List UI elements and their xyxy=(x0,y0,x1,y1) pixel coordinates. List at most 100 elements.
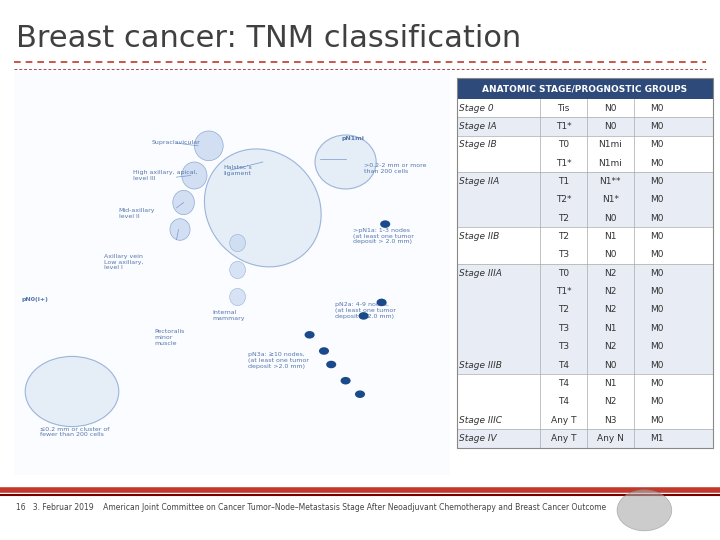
Circle shape xyxy=(319,347,329,355)
Text: M0: M0 xyxy=(650,397,664,406)
Bar xyxy=(457,374,713,393)
Text: Stage IIB: Stage IIB xyxy=(459,232,500,241)
Bar xyxy=(457,338,713,356)
Text: M0: M0 xyxy=(650,342,664,351)
Circle shape xyxy=(355,390,365,398)
Text: N0: N0 xyxy=(604,104,616,112)
Bar xyxy=(457,301,713,319)
Text: T2: T2 xyxy=(558,232,569,241)
Text: N0: N0 xyxy=(604,251,616,259)
Text: M0: M0 xyxy=(650,287,664,296)
Circle shape xyxy=(359,312,369,320)
Text: >0.2-2 mm or more
than 200 cells: >0.2-2 mm or more than 200 cells xyxy=(364,163,426,174)
Text: T2: T2 xyxy=(558,214,569,222)
Text: M0: M0 xyxy=(650,140,664,149)
Bar xyxy=(457,356,713,374)
Text: Stage IV: Stage IV xyxy=(459,434,497,443)
Ellipse shape xyxy=(230,261,246,279)
Text: Pectoralis
minor
muscle: Pectoralis minor muscle xyxy=(155,329,185,346)
Text: M0: M0 xyxy=(650,269,664,278)
Text: >pN1a: 1-3 nodes
(at least one tumor
deposit > 2.0 mm): >pN1a: 1-3 nodes (at least one tumor dep… xyxy=(353,228,414,245)
Text: Internal
mammary: Internal mammary xyxy=(212,310,245,321)
Ellipse shape xyxy=(315,135,377,189)
Text: N3: N3 xyxy=(604,416,616,424)
Circle shape xyxy=(341,377,351,384)
Bar xyxy=(457,172,713,191)
Text: T1*: T1* xyxy=(556,159,571,167)
Text: Stage IIIB: Stage IIIB xyxy=(459,361,503,369)
Text: N0: N0 xyxy=(604,361,616,369)
Text: T2: T2 xyxy=(558,306,569,314)
Text: N0: N0 xyxy=(604,122,616,131)
Bar xyxy=(14,68,450,475)
Bar xyxy=(457,282,713,301)
Text: T3: T3 xyxy=(558,251,569,259)
Text: M0: M0 xyxy=(650,416,664,424)
Bar xyxy=(457,393,713,411)
Circle shape xyxy=(377,299,387,306)
Text: M0: M0 xyxy=(650,214,664,222)
Text: Any N: Any N xyxy=(597,434,624,443)
Text: N2: N2 xyxy=(604,269,616,278)
Text: N2: N2 xyxy=(604,342,616,351)
Bar xyxy=(457,209,713,227)
Text: N0: N0 xyxy=(604,214,616,222)
Text: M0: M0 xyxy=(650,306,664,314)
Text: Any T: Any T xyxy=(551,416,576,424)
Text: M0: M0 xyxy=(650,251,664,259)
Text: N1**: N1** xyxy=(600,177,621,186)
Text: Mid-axillary
level II: Mid-axillary level II xyxy=(119,208,156,219)
Text: N2: N2 xyxy=(604,287,616,296)
Circle shape xyxy=(25,356,119,427)
Text: N1mi: N1mi xyxy=(598,140,622,149)
Text: T0: T0 xyxy=(558,269,569,278)
Text: Breast cancer: TNM classification: Breast cancer: TNM classification xyxy=(16,24,521,53)
Bar xyxy=(457,264,713,282)
Bar xyxy=(457,117,713,136)
Text: T1*: T1* xyxy=(556,122,571,131)
Bar xyxy=(457,99,713,117)
Text: M1: M1 xyxy=(650,434,664,443)
Ellipse shape xyxy=(194,131,223,161)
Ellipse shape xyxy=(170,219,190,240)
Text: N1*: N1* xyxy=(602,195,618,204)
Text: N1: N1 xyxy=(604,324,616,333)
Circle shape xyxy=(617,490,672,531)
Ellipse shape xyxy=(204,149,321,267)
Text: N1: N1 xyxy=(604,379,616,388)
Bar xyxy=(457,246,713,264)
Circle shape xyxy=(326,361,336,368)
Text: Supraclavicular: Supraclavicular xyxy=(151,140,200,145)
Text: N2: N2 xyxy=(604,397,616,406)
Text: ANATOMIC STAGE/PROGNOSTIC GROUPS: ANATOMIC STAGE/PROGNOSTIC GROUPS xyxy=(482,84,688,93)
Text: T3: T3 xyxy=(558,342,569,351)
Text: Stage IIA: Stage IIA xyxy=(459,177,500,186)
Text: N1: N1 xyxy=(604,232,616,241)
Bar xyxy=(457,78,713,99)
Text: Stage IA: Stage IA xyxy=(459,122,497,131)
Text: M0: M0 xyxy=(650,104,664,112)
Text: M0: M0 xyxy=(650,177,664,186)
Bar xyxy=(457,191,713,209)
Text: pN1mi: pN1mi xyxy=(342,136,365,141)
Text: M0: M0 xyxy=(650,122,664,131)
Text: T3: T3 xyxy=(558,324,569,333)
Text: M0: M0 xyxy=(650,379,664,388)
Text: T2*: T2* xyxy=(556,195,571,204)
Text: T4: T4 xyxy=(558,361,569,369)
Bar xyxy=(457,136,713,154)
Bar xyxy=(457,154,713,172)
Text: Any T: Any T xyxy=(551,434,576,443)
Bar xyxy=(457,411,713,429)
Text: High axillary, apical,
level III: High axillary, apical, level III xyxy=(133,170,197,181)
Text: Stage IIIC: Stage IIIC xyxy=(459,416,503,424)
Circle shape xyxy=(305,331,315,339)
Text: T1*: T1* xyxy=(556,287,571,296)
Ellipse shape xyxy=(230,234,246,252)
Bar xyxy=(457,78,713,448)
Text: ≤0.2 mm or cluster of
fewer than 200 cells: ≤0.2 mm or cluster of fewer than 200 cel… xyxy=(40,427,109,437)
Text: Axillary vein
Low axillary,
level I: Axillary vein Low axillary, level I xyxy=(104,254,144,271)
Text: Stage IB: Stage IB xyxy=(459,140,497,149)
Text: N1mi: N1mi xyxy=(598,159,622,167)
Ellipse shape xyxy=(230,288,246,306)
